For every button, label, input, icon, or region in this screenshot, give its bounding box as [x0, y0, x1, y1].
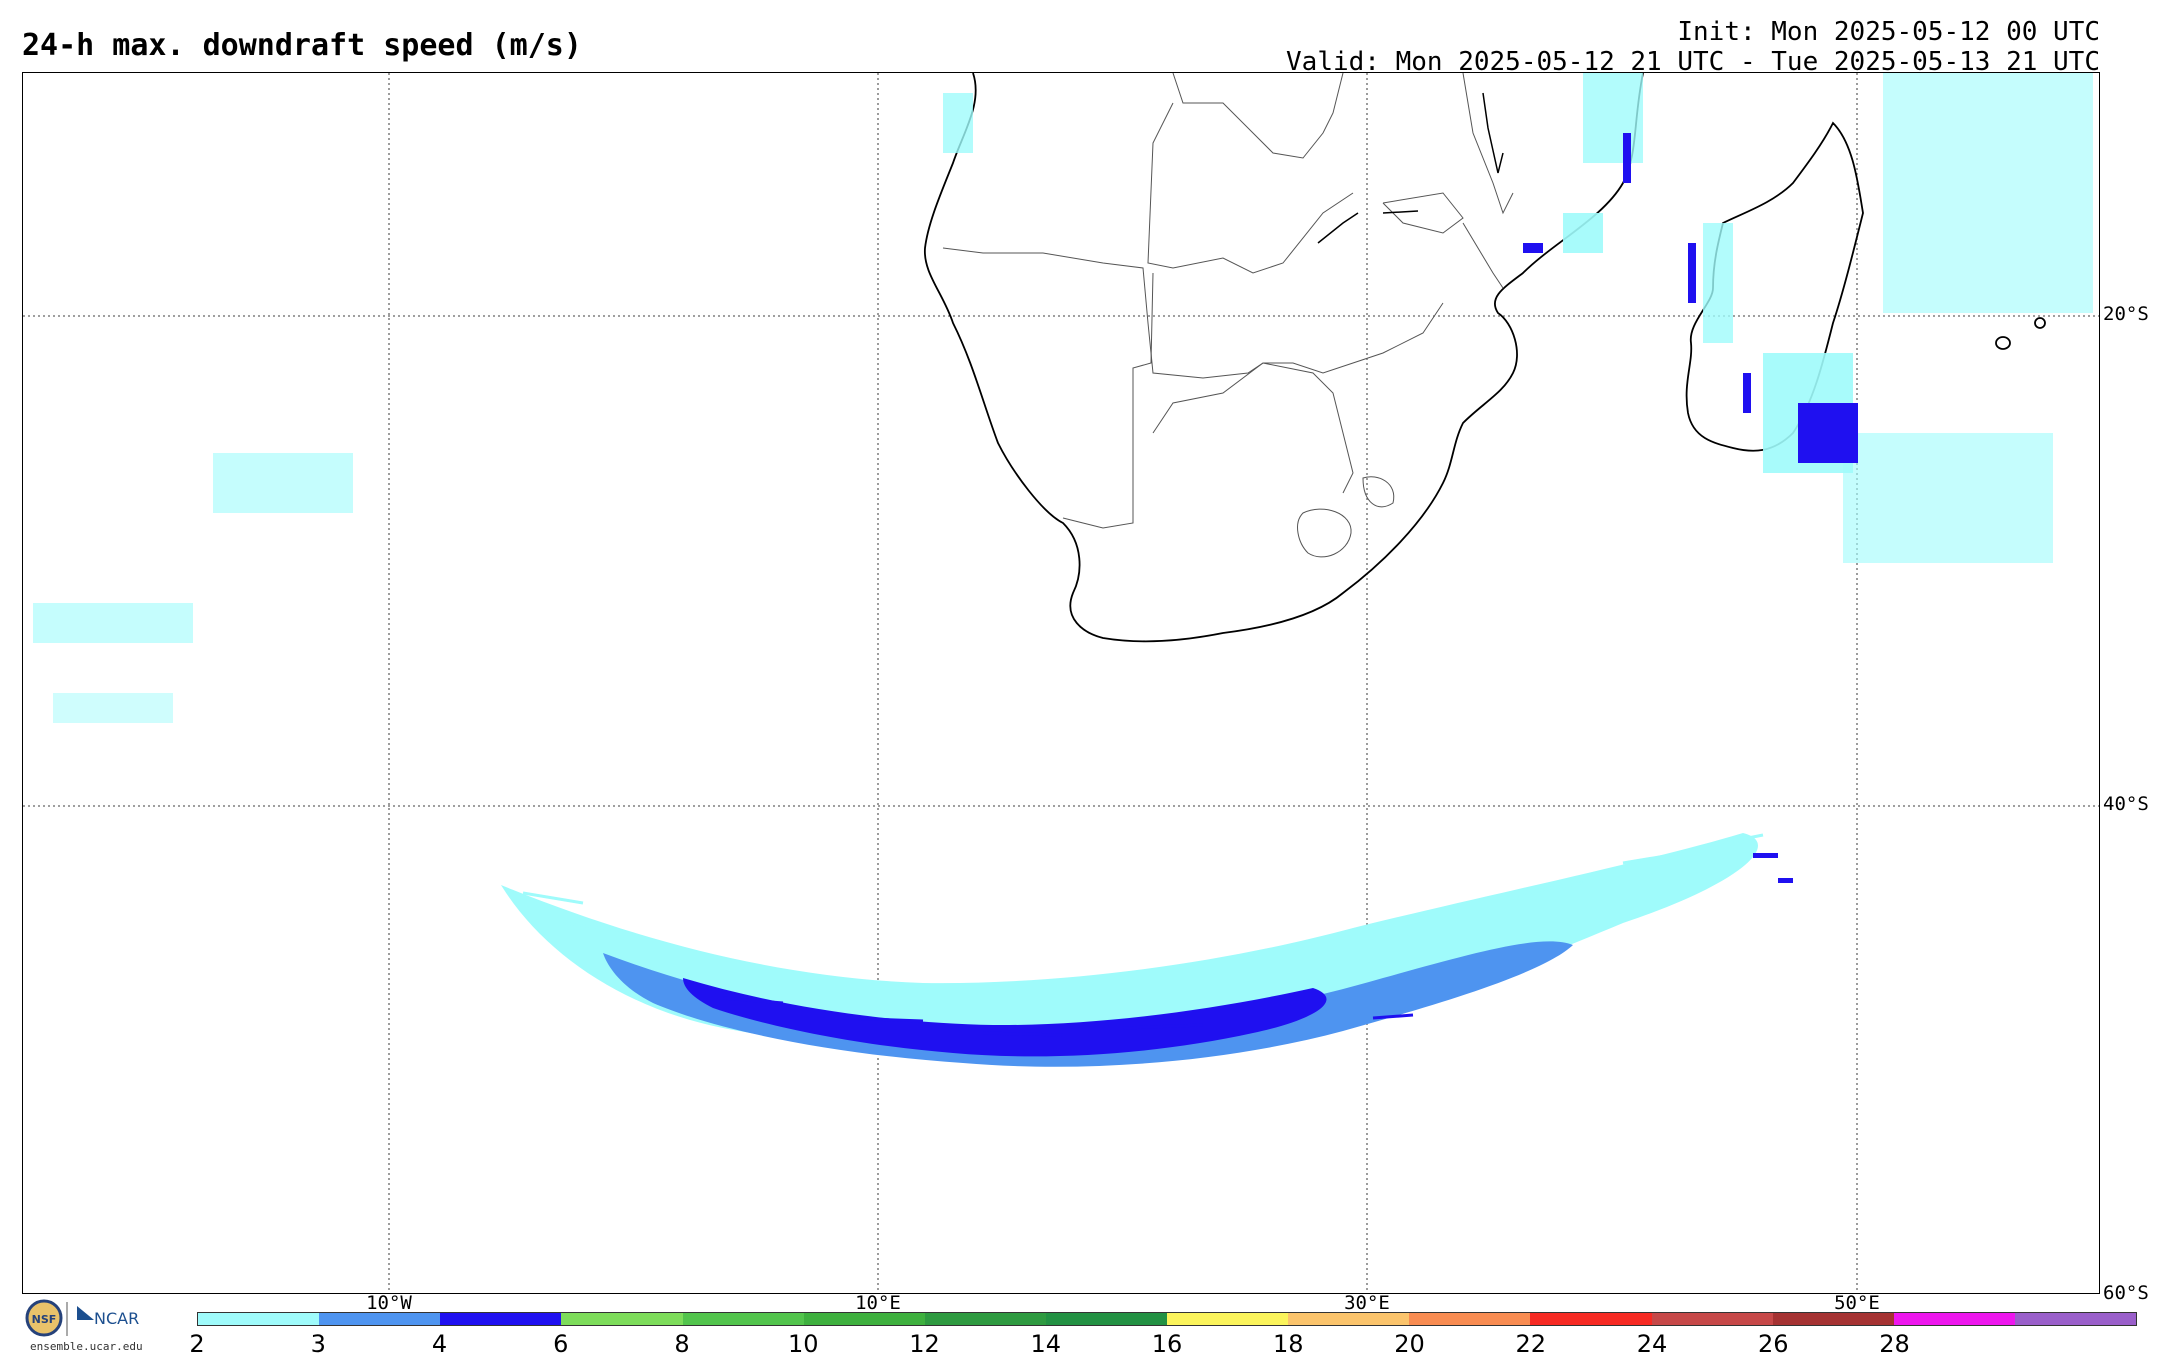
colorbar-segment [1530, 1313, 1652, 1325]
colorbar-tick-label: 16 [1151, 1330, 1183, 1358]
colorbar-tick-label: 10 [787, 1330, 819, 1358]
colorbar-tick-label: 12 [909, 1330, 940, 1358]
lon-label-30e: 30°E [1344, 1292, 1390, 1314]
colorbar-tick-label: 24 [1636, 1330, 1668, 1358]
colorbar-tick-label: 4 [431, 1330, 448, 1358]
map-canvas [23, 73, 2099, 1293]
scattered-strong-downdrafts [1523, 133, 1858, 883]
valid-time: Valid: Mon 2025-05-12 21 UTC - Tue 2025-… [1286, 46, 2100, 77]
band-light-streaks [522, 833, 1764, 933]
colorbar-segment [1651, 1313, 1773, 1325]
graticule [23, 73, 2099, 1293]
nsf-seal-icon [25, 1299, 63, 1337]
lat-label-60s: 60°S [2103, 1282, 2149, 1304]
ncar-mark-icon [77, 1306, 94, 1320]
lon-label-50e: 50°E [1834, 1292, 1880, 1314]
madagascar-outline [1685, 121, 2046, 452]
colorbar-tick-label: 2 [189, 1330, 205, 1358]
colorbar-segment [1893, 1313, 2015, 1325]
colorbar-segment [924, 1313, 1046, 1325]
colorbar-tick-label: 20 [1394, 1330, 1425, 1358]
colorbar-tick-label: 28 [1879, 1330, 1910, 1358]
lat-label-40s: 40°S [2103, 793, 2149, 815]
downdraft-band-southern-ocean [501, 833, 1764, 1067]
colorbar-tick-label: 22 [1515, 1330, 1547, 1358]
colorbar-segment [1288, 1313, 1410, 1325]
colorbar-segment [2014, 1313, 2136, 1325]
colorbar-segment [803, 1313, 925, 1325]
colorbar-tick-label: 18 [1272, 1330, 1304, 1358]
colorbar-tick-label: 8 [674, 1330, 690, 1358]
colorbar-segment [682, 1313, 804, 1325]
lon-label-10e: 10°E [855, 1292, 901, 1314]
colorbar-tick-label: 6 [553, 1330, 569, 1358]
nsf-ncar-logo: NSF NCAR [25, 1299, 139, 1337]
colorbar-segment [1167, 1313, 1289, 1325]
init-time: Init: Mon 2025-05-12 00 UTC [1677, 17, 2100, 47]
colorbar-segment [1772, 1313, 1894, 1325]
colorbar-segment [198, 1313, 320, 1325]
nsf-seal-text: NSF [32, 1313, 57, 1326]
colorbar-segment [1045, 1313, 1167, 1325]
lon-label-10w: 10°W [366, 1292, 412, 1314]
colorbar-tick-label: 3 [310, 1330, 326, 1358]
colorbar-tick-label: 14 [1030, 1330, 1062, 1358]
map-title: 24-h max. downdraft speed (m/s) [22, 28, 582, 63]
colorbar-tick-label: 26 [1757, 1330, 1789, 1358]
scattered-downdrafts [33, 73, 2093, 723]
logo-url[interactable]: ensemble.ucar.edu [30, 1340, 143, 1353]
lakes [1317, 92, 1504, 244]
ncar-text: NCAR [94, 1309, 139, 1328]
africa-outline [924, 73, 1644, 643]
country-borders [942, 73, 1514, 558]
colorbar [197, 1312, 2137, 1326]
band-streaks [722, 996, 1414, 1037]
lat-label-20s: 20°S [2103, 303, 2149, 325]
run-info: Init: Mon 2025-05-12 00 UTC Valid: Mon 2… [1286, 17, 2100, 78]
colorbar-segment [440, 1313, 562, 1325]
colorbar-segment [319, 1313, 441, 1325]
colorbar-segment [1409, 1313, 1531, 1325]
colorbar-segment [561, 1313, 683, 1325]
map-panel[interactable] [22, 72, 2100, 1294]
